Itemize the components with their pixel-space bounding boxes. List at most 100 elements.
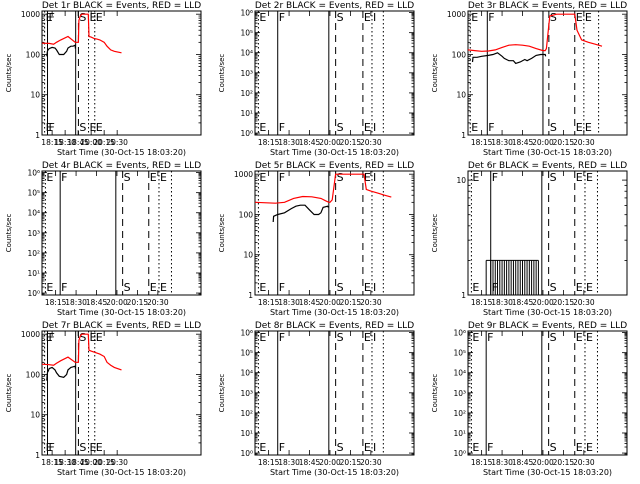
y-tick-label: 10⁰ (240, 449, 253, 458)
panel-title: Det 7r BLACK = Events, RED = LLD (42, 321, 201, 331)
time-marker-label-top: S (124, 171, 131, 184)
x-tick-label: 18:45 (512, 458, 534, 467)
x-tick-label: 18:15 (471, 138, 493, 147)
time-marker-label-bottom: S (550, 121, 557, 134)
y-tick-label: 10³ (27, 229, 40, 238)
x-tick-label: 18:30 (278, 138, 300, 147)
x-tick-label: 18:15 (41, 458, 63, 467)
time-marker-label-bottom: I (373, 441, 376, 454)
time-marker-label-bottom: F (487, 441, 493, 454)
time-marker-label-top: E (364, 171, 371, 184)
x-tick-label: 18:15 (258, 298, 280, 307)
x-tick-label: 18:30 (54, 138, 76, 147)
panel-det-8r: Det 8r BLACK = Events, RED = LLD 10⁰ 10¹ 10… (218, 321, 415, 477)
x-axis-label: Start Time (30-Oct-15 18:03:20) (57, 308, 186, 317)
time-marker-label-bottom: F (48, 441, 54, 454)
time-marker-label-top: E (96, 11, 103, 24)
x-tick-label: 20:30 (573, 138, 595, 147)
time-marker-label-top: E (576, 171, 583, 184)
time-marker-label-top: F (492, 171, 498, 184)
y-axis-label: Counts/sec (218, 54, 226, 93)
y-tick-label: 10² (240, 89, 253, 98)
time-marker-label-top: E (46, 11, 53, 24)
x-tick-label: 20:15 (127, 298, 149, 307)
series-lld-line (41, 13, 122, 54)
y-axis-label: Counts/sec (218, 214, 226, 253)
x-tick-label: 20:30 (106, 458, 128, 467)
time-marker-label-top: E (90, 331, 97, 344)
time-marker-label-bottom: S (550, 281, 557, 294)
time-marker-label-top: I (373, 331, 376, 344)
time-marker-label-top: E (576, 331, 583, 344)
x-axis-label: Start Time (30-Oct-15 18:03:20) (483, 148, 612, 157)
y-tick-label: 10¹ (240, 429, 253, 438)
x-tick-label: 18:45 (67, 138, 89, 147)
time-marker-label-bottom: S (337, 441, 344, 454)
time-marker-label-top: F (61, 171, 67, 184)
x-tick-label: 18:30 (491, 138, 513, 147)
time-marker-label-top: E (259, 11, 266, 24)
y-tick-label: 10² (240, 409, 253, 418)
time-marker-label-bottom: E (259, 281, 266, 294)
y-tick-label: 10² (27, 249, 40, 258)
x-tick-label: 20:15 (340, 298, 362, 307)
time-marker-label-top: E (259, 171, 266, 184)
x-tick-label: 20:15 (340, 458, 362, 467)
time-marker-label-bottom: E (259, 121, 266, 134)
x-tick-label: 20:00 (532, 138, 554, 147)
y-tick-label: 100 (26, 50, 41, 59)
x-tick-label: 18:30 (278, 298, 300, 307)
time-marker-label-bottom: S (79, 441, 86, 454)
panel-title: Det 6r BLACK = Events, RED = LLD (468, 161, 627, 171)
y-tick-label: 10¹ (240, 109, 253, 118)
y-tick-label: 1000 (234, 170, 253, 179)
x-tick-label: 18:45 (299, 138, 321, 147)
y-axis-label: Counts/sec (431, 54, 439, 93)
series-lld-line (41, 333, 122, 371)
x-tick-label: 20:30 (360, 298, 382, 307)
series-lld-line (254, 173, 392, 204)
time-marker-label-bottom: E (364, 441, 371, 454)
plot-frame (41, 10, 202, 136)
y-axis-label: Counts/sec (5, 374, 13, 413)
x-tick-label: 18:15 (471, 298, 493, 307)
x-axis-label: Start Time (30-Oct-15 18:03:20) (57, 148, 186, 157)
x-tick-label: 18:45 (299, 298, 321, 307)
x-tick-label: 18:30 (491, 298, 513, 307)
time-marker-label-top: S (550, 331, 557, 344)
time-marker-label-top: S (550, 171, 557, 184)
time-marker-label-bottom: E (471, 121, 478, 134)
x-tick-label: 18:45 (86, 298, 108, 307)
time-marker-label-top: E (585, 11, 592, 24)
x-tick-label: 18:30 (54, 458, 76, 467)
x-tick-label: 20:30 (573, 458, 595, 467)
y-tick-label: 10⁰ (453, 449, 466, 458)
x-tick-label: 18:45 (512, 138, 534, 147)
time-marker-label-bottom: E (96, 121, 103, 134)
y-tick-label: 1 (248, 291, 253, 300)
y-tick-label: 1 (35, 451, 40, 460)
panel-title: Det 1r BLACK = Events, RED = LLD (42, 1, 201, 11)
y-axis-label: Counts/sec (5, 214, 13, 253)
x-tick-label: 18:30 (491, 458, 513, 467)
x-tick-label: 18:15 (471, 458, 493, 467)
time-marker-label-bottom: E (259, 441, 266, 454)
time-marker-label-top: F (48, 11, 54, 24)
series-events-line (471, 52, 547, 65)
y-tick-label: 10⁰ (27, 289, 40, 298)
x-axis-label: Start Time (30-Oct-15 18:03:20) (57, 468, 186, 477)
x-tick-label: 20:15 (553, 458, 575, 467)
time-marker-label-bottom: E (96, 441, 103, 454)
y-tick-label: 10¹ (453, 429, 466, 438)
y-tick-label: 10⁴ (240, 369, 253, 378)
time-marker-label-top: F (279, 331, 285, 344)
y-tick-label: 1000 (21, 330, 40, 339)
x-tick-label: 20:30 (106, 138, 128, 147)
time-marker-label-top: S (337, 331, 344, 344)
time-marker-label-bottom: F (48, 121, 54, 134)
x-tick-label: 20:00 (319, 138, 341, 147)
x-tick-label: 20:00 (319, 458, 341, 467)
x-tick-label: 20:30 (360, 458, 382, 467)
plot-frame (254, 10, 415, 136)
series-events-line (46, 365, 76, 381)
